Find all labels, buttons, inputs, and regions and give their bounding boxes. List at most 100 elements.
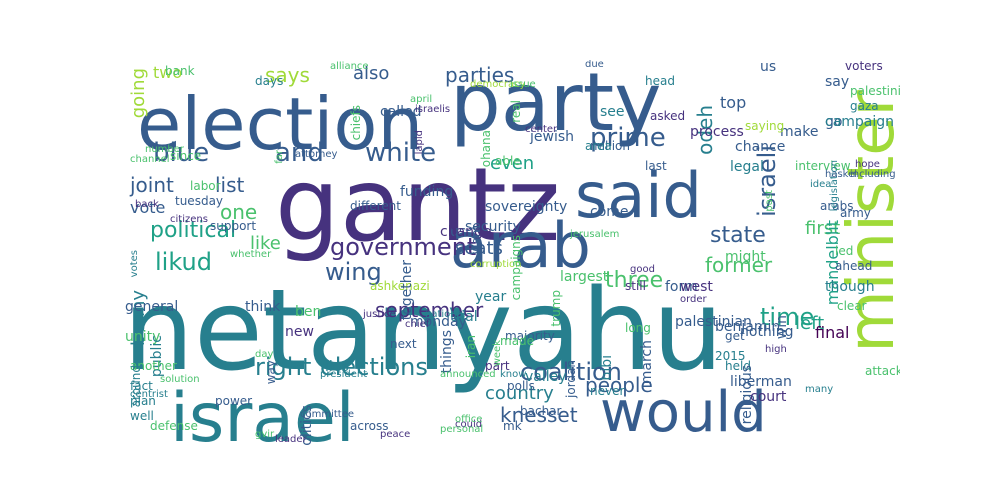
word-coalition: coalition	[520, 358, 622, 386]
word-new: new	[285, 324, 314, 340]
word-many: many	[805, 384, 834, 395]
word-citizens: citizens	[170, 214, 208, 225]
word-attack: attack	[865, 364, 900, 378]
word-court: court	[750, 389, 787, 405]
word-across: across	[350, 419, 389, 433]
word-never: never	[590, 384, 625, 398]
word-ohana: ohana	[479, 130, 493, 168]
word-security: security	[465, 219, 521, 235]
word-another: another	[130, 359, 177, 373]
word-likud: likud	[155, 248, 212, 276]
word-called: called	[380, 104, 422, 120]
word-campaigns: campaigns	[509, 235, 523, 301]
word-palestinian: palestinian	[675, 314, 752, 330]
word-support: support	[210, 219, 257, 233]
word-together: together	[399, 260, 415, 321]
word-going: going	[128, 68, 149, 119]
word-want: want	[469, 225, 483, 255]
word-us: us	[450, 224, 467, 240]
word-year: year	[475, 289, 507, 305]
word-come: come	[590, 204, 629, 220]
word-and: and	[275, 138, 324, 168]
word-personal: personal	[440, 424, 484, 435]
word-two: two	[153, 63, 183, 82]
word-nothing: nothing	[740, 324, 794, 340]
word-since: since	[170, 149, 202, 163]
word-peace: peace	[380, 429, 411, 440]
word-elections: elections	[320, 353, 428, 381]
word-haskel: haskel	[825, 169, 858, 180]
word-vote: vote	[130, 198, 166, 217]
word-long: long	[625, 321, 651, 335]
word-past: past	[764, 190, 775, 212]
word-country: country	[485, 383, 554, 404]
word-make: make	[780, 124, 819, 140]
word-israel: israel	[170, 379, 355, 446]
word-legislation: legislation	[829, 160, 840, 212]
word-could: could	[455, 419, 483, 430]
word-right: right	[255, 353, 312, 381]
word-parties: parties	[445, 63, 515, 87]
word-attorney: attorney	[295, 149, 338, 160]
word-palestinians: palestinians	[850, 84, 900, 98]
word-army: army	[840, 206, 871, 220]
word-jewish: jewish	[530, 129, 575, 145]
word-plan: plan	[130, 394, 156, 408]
word-state: state	[710, 223, 766, 248]
word-west: west	[680, 279, 713, 295]
word-cloud: netanyahu gantz party election israel said min…	[125, 60, 900, 445]
word-funding: funding	[400, 184, 454, 200]
word-top: top	[720, 93, 747, 112]
word-office: office	[455, 414, 483, 425]
word-say: say	[825, 74, 850, 90]
word-centrist: centrist	[130, 389, 168, 400]
word-knesset: knesset	[500, 403, 578, 427]
word-get: get	[725, 329, 745, 343]
word-justice: justice	[363, 309, 396, 320]
word-prime: prime	[590, 123, 666, 153]
word-asked: asked	[650, 109, 686, 123]
word-around: around	[129, 365, 143, 408]
word-labor: labor	[190, 179, 221, 193]
word-jordan: jordan	[564, 360, 578, 398]
word-issue: issue	[510, 79, 536, 90]
word-head: head	[645, 74, 675, 88]
word-democracy: democracy	[470, 79, 526, 90]
word-final: final	[815, 323, 850, 342]
word-including: including	[850, 169, 896, 180]
word-idea: idea	[810, 179, 832, 190]
word-also: also	[353, 63, 390, 84]
word-election: election	[137, 82, 424, 166]
word-day: day	[255, 349, 274, 360]
word-ashkenazi: ashkenazi	[370, 279, 430, 293]
word-leader: leader	[275, 434, 307, 445]
word-trump: trump	[549, 290, 563, 327]
word-general: general	[125, 299, 179, 315]
word-joint: joint	[130, 173, 174, 197]
word-unity: unity	[125, 329, 161, 345]
word-ben: ben	[295, 304, 322, 320]
word-polls: polls	[507, 379, 535, 393]
word-former: former	[705, 253, 773, 277]
word-order: order	[680, 294, 707, 305]
word-government: government	[330, 233, 477, 261]
word-high: high	[765, 344, 787, 355]
word-sovereignty: sovereignty	[485, 199, 568, 215]
word-led: led	[835, 244, 854, 258]
word-well: well	[130, 409, 154, 423]
word-iran: iran	[464, 335, 478, 359]
word-tuesday: tuesday	[175, 194, 224, 208]
word-announced: announced	[440, 369, 496, 380]
word-chiefs: chiefs	[349, 105, 363, 141]
word-monday: monday	[410, 314, 467, 330]
word-change: change	[440, 224, 492, 240]
word-lapid: lapid	[414, 130, 425, 155]
word-us: us	[760, 60, 777, 75]
word-million: million	[590, 139, 630, 153]
word-three: three	[605, 268, 664, 293]
word-committee: committee	[300, 409, 355, 420]
word-arab: arab	[450, 209, 591, 282]
word-chance: chance	[735, 139, 786, 155]
word-area: area	[585, 139, 612, 153]
word-israelis: israelis	[415, 104, 451, 115]
